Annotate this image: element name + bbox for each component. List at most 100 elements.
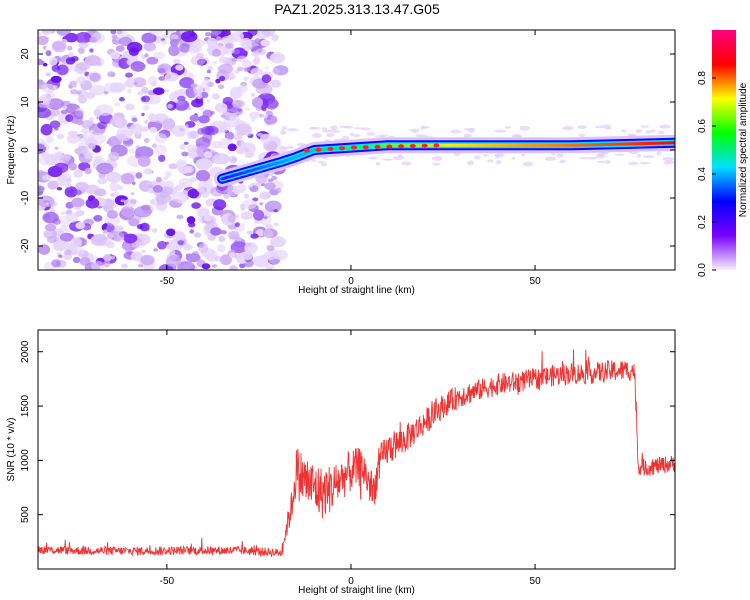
noise-blob [149, 126, 158, 133]
noise-blob [241, 199, 257, 210]
noise-blob [68, 162, 77, 171]
colorbar-tick-label: 0.4 [697, 167, 708, 181]
noise-blob [259, 202, 264, 206]
noise-blob [53, 240, 68, 252]
noise-blob [169, 249, 176, 255]
y-tick-label: 500 [20, 506, 31, 523]
noise-blob [606, 127, 612, 130]
noise-blob [97, 177, 108, 185]
noise-blob [227, 143, 237, 152]
noise-blob [38, 143, 47, 155]
noise-blob [193, 232, 202, 238]
noise-blob [495, 160, 502, 165]
noise-blob [215, 255, 223, 262]
noise-blob [521, 153, 526, 157]
noise-blob [44, 223, 57, 232]
noise-blob [54, 127, 59, 131]
noise-blob [164, 170, 172, 178]
noise-blob [175, 185, 183, 191]
noise-blob [204, 31, 212, 37]
noise-blob [50, 75, 62, 83]
noise-blob [522, 161, 534, 167]
noise-blob [401, 161, 412, 166]
noise-blob [504, 126, 511, 129]
ridge-peak [374, 144, 381, 149]
noise-blob [146, 180, 154, 186]
noise-blob [93, 155, 104, 164]
y-tick-label: 1500 [20, 394, 31, 417]
noise-blob [233, 133, 243, 141]
noise-blob [200, 81, 210, 89]
noise-blob [38, 107, 52, 119]
noise-blob [38, 244, 51, 255]
spectrogram-y-ticks: -20 -10 0 10 20 [20, 48, 675, 253]
noise-blob [659, 124, 671, 129]
noise-blob [149, 199, 155, 204]
noise-blob [511, 157, 516, 160]
spectrogram-x-ticks: -50 0 50 [160, 30, 541, 287]
noise-blob [127, 88, 132, 94]
noise-blob [642, 155, 655, 159]
noise-blob [269, 52, 285, 64]
noise-blob [473, 155, 481, 160]
noise-blob [40, 123, 53, 136]
noise-blob [229, 86, 243, 99]
noise-blob [167, 103, 173, 109]
noise-blob [110, 193, 115, 197]
noise-blob [175, 64, 184, 71]
noise-blob [38, 31, 42, 37]
noise-blob [54, 151, 66, 159]
noise-blob [68, 52, 74, 58]
noise-blob [51, 112, 56, 117]
noise-blob [150, 81, 157, 87]
noise-blob [46, 235, 58, 244]
noise-blob [217, 244, 226, 253]
noise-blob [468, 128, 475, 134]
noise-blob [639, 161, 651, 165]
noise-blob [130, 61, 146, 72]
noise-blob [669, 160, 674, 165]
noise-blob [198, 243, 209, 254]
noise-blob [114, 102, 121, 107]
noise-blob [366, 132, 375, 136]
noise-blob [596, 160, 606, 164]
noise-blob [129, 123, 143, 135]
noise-blob [84, 167, 92, 175]
noise-blob [56, 30, 72, 36]
noise-blob [203, 151, 213, 159]
noise-blob [250, 67, 264, 76]
noise-blob [45, 202, 49, 206]
noise-blob [234, 222, 240, 228]
noise-blob [96, 162, 114, 175]
spectrogram-noise-region [38, 30, 675, 270]
noise-blob [191, 202, 201, 209]
noise-blob [45, 72, 51, 77]
noise-blob [287, 145, 294, 150]
noise-blob [178, 177, 193, 188]
noise-blob [494, 152, 505, 158]
noise-blob [38, 185, 45, 192]
noise-blob [168, 44, 180, 57]
noise-blob [598, 151, 605, 157]
noise-blob [249, 111, 261, 119]
noise-blob [189, 130, 200, 139]
noise-blob [266, 244, 275, 252]
noise-blob [121, 263, 128, 269]
noise-blob [147, 94, 161, 105]
noise-blob [189, 114, 200, 122]
noise-blob [269, 172, 274, 177]
noise-blob [264, 200, 282, 213]
noise-blob [240, 207, 245, 212]
noise-blob [212, 264, 217, 268]
noise-blob [114, 225, 124, 232]
noise-blob [635, 129, 643, 134]
noise-blob [109, 116, 123, 127]
ridge-peak [303, 148, 310, 153]
noise-blob [201, 125, 215, 135]
noise-blob [218, 84, 225, 90]
noise-blob [152, 228, 158, 233]
noise-blob [265, 263, 275, 270]
y-tick-label: 0 [20, 147, 31, 153]
noise-blob [268, 254, 281, 265]
noise-blob [279, 146, 287, 149]
